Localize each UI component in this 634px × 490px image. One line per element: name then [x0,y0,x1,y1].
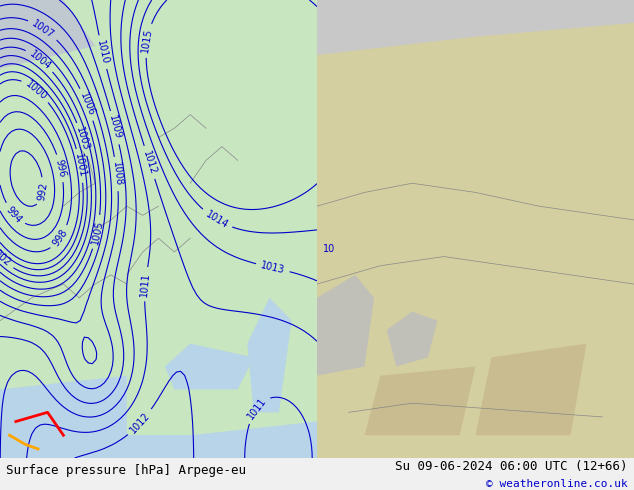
Polygon shape [317,0,634,55]
Text: 994: 994 [4,204,24,225]
Text: 1006: 1006 [78,91,96,118]
Polygon shape [0,0,95,69]
Polygon shape [247,298,292,413]
Text: 1005: 1005 [89,219,105,245]
Polygon shape [0,376,127,458]
Text: © weatheronline.co.uk: © weatheronline.co.uk [486,479,628,489]
Text: 1012: 1012 [141,149,158,175]
Text: Surface pressure [hPa] Arpege-eu: Surface pressure [hPa] Arpege-eu [6,465,247,477]
Text: 1010: 1010 [95,39,110,65]
Text: 1002: 1002 [0,245,13,269]
Polygon shape [317,275,374,376]
Text: 996: 996 [54,158,68,178]
Polygon shape [365,367,476,435]
Text: 1007: 1007 [30,18,56,40]
Text: 10: 10 [323,244,335,254]
Text: 998: 998 [51,227,70,248]
Polygon shape [0,0,317,435]
Text: 1011: 1011 [139,271,152,297]
Polygon shape [387,312,437,367]
Text: 1011: 1011 [245,395,268,421]
Polygon shape [165,343,254,390]
Text: 992: 992 [36,181,49,201]
Polygon shape [317,0,634,458]
Text: 1009: 1009 [107,115,123,141]
Text: 1012: 1012 [129,410,152,435]
Text: Su 09-06-2024 06:00 UTC (12+66): Su 09-06-2024 06:00 UTC (12+66) [395,460,628,473]
Text: 1013: 1013 [260,260,286,275]
Text: 1008: 1008 [110,161,123,187]
Text: 1014: 1014 [204,209,230,230]
Polygon shape [0,421,317,458]
Text: 1004: 1004 [27,49,53,72]
Text: 1000: 1000 [23,78,49,102]
Polygon shape [476,343,586,435]
Text: 1001: 1001 [73,153,87,179]
Text: 1003: 1003 [74,126,91,152]
Text: 1015: 1015 [140,27,154,53]
